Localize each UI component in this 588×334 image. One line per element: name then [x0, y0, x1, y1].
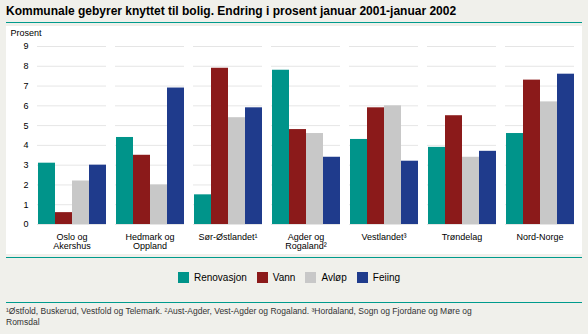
svg-text:Oslo ogAkershus: Oslo ogAkershus [53, 232, 91, 251]
html-text:¹Østfold, Buskerud, Vestfold o: ¹Østfold, Buskerud, Vestfold og Telemark… [6, 306, 472, 327]
html-text:Vann: Vann [272, 272, 296, 283]
svg-text:3: 3 [23, 160, 28, 170]
svg-text:Vestlandet³: Vestlandet³ [361, 232, 406, 242]
svg-text:7: 7 [23, 81, 28, 91]
svg-text:4: 4 [23, 140, 28, 150]
svg-text:Sør-Østlandet¹: Sør-Østlandet¹ [198, 232, 257, 242]
svg-text:5: 5 [23, 120, 28, 130]
svg-text:Nord-Norge: Nord-Norge [516, 232, 563, 242]
svg-text:Agder ogRogaland²: Agder ogRogaland² [285, 232, 327, 251]
svg-text:Hedmark ogOppland: Hedmark ogOppland [125, 232, 174, 251]
html-text:Avløp: Avløp [321, 272, 347, 283]
svg-text:Prosent: Prosent [11, 28, 43, 38]
svg-text:8: 8 [23, 61, 28, 71]
svg-text:2: 2 [23, 180, 28, 190]
svg-text:1: 1 [23, 200, 28, 210]
html-text:Kommunale gebyrer knyttet til: Kommunale gebyrer knyttet til bolig. End… [6, 4, 457, 18]
html-text:Feiing: Feiing [372, 272, 400, 283]
svg-text:9: 9 [23, 41, 28, 51]
svg-text:0: 0 [23, 219, 28, 229]
svg-text:6: 6 [23, 101, 28, 111]
html-text:Renovasjon: Renovasjon [194, 272, 247, 283]
svg-text:Trøndelag: Trøndelag [442, 232, 483, 242]
